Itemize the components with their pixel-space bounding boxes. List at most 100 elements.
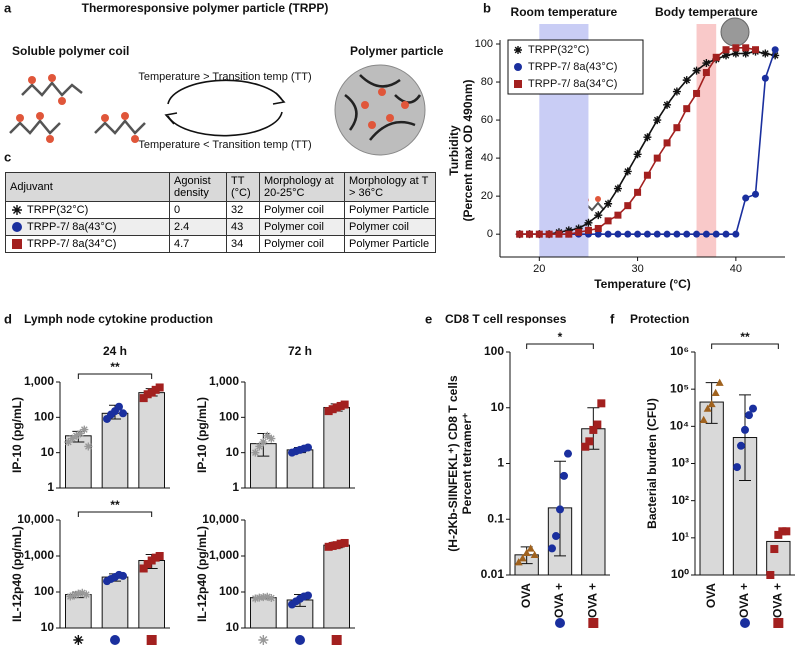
header-cell: Morphology at T > 36°C bbox=[344, 172, 436, 202]
table-cell: Polymer Particle bbox=[344, 200, 436, 220]
data-point bbox=[711, 388, 720, 396]
data-point bbox=[525, 230, 533, 238]
legend-box bbox=[507, 39, 644, 95]
significance-label: ** bbox=[110, 360, 120, 374]
table-cell: Polymer Particle bbox=[344, 235, 436, 254]
y-tick-label: 0 bbox=[487, 228, 493, 240]
header-cell: Agonist density bbox=[169, 172, 227, 202]
row-icon bbox=[12, 239, 22, 250]
row-icon bbox=[12, 222, 22, 233]
data-point bbox=[84, 442, 93, 451]
data-point bbox=[251, 594, 260, 603]
cell-text: TRPP-7/ 8a(43°C) bbox=[27, 221, 117, 234]
y-tick-label: 100 bbox=[484, 344, 504, 358]
data-point bbox=[589, 425, 598, 434]
data-point bbox=[672, 87, 681, 96]
data-point bbox=[614, 211, 622, 219]
legend-marker bbox=[514, 46, 522, 54]
data-point bbox=[712, 53, 720, 61]
adjuvant-table: Adjuvant Agonist density TT (°C) Morphology… bbox=[5, 172, 436, 254]
row-icon-shape bbox=[12, 239, 22, 250]
data-point bbox=[255, 593, 264, 602]
legend-label: TRPP(32°C) bbox=[528, 44, 589, 56]
data-point bbox=[682, 76, 691, 85]
table-cell: Polymer coil bbox=[259, 200, 345, 220]
y-tick-label: 10,000 bbox=[202, 512, 239, 526]
data-point bbox=[545, 230, 553, 238]
y-axis-label: Turbidity bbox=[447, 125, 461, 176]
data-point bbox=[155, 383, 164, 392]
y-tick-label: 10 bbox=[41, 445, 55, 459]
data-point bbox=[255, 442, 264, 451]
table-cell: 0 bbox=[169, 200, 227, 220]
data-point bbox=[683, 230, 691, 238]
significance-bracket bbox=[77, 511, 153, 517]
category-marker bbox=[73, 635, 84, 645]
data-point bbox=[518, 554, 527, 562]
data-point bbox=[653, 116, 662, 125]
category-marker bbox=[331, 635, 342, 645]
legend-label: TRPP-7/ 8a(34°C) bbox=[528, 78, 617, 90]
data-point bbox=[731, 49, 740, 58]
y-tick-label: 10 bbox=[41, 620, 55, 634]
data-point bbox=[663, 100, 672, 109]
data-point bbox=[604, 199, 613, 208]
panel-title: Protection bbox=[630, 312, 689, 326]
y-tick-label: 0.01 bbox=[481, 567, 505, 581]
row-icon-shape bbox=[12, 205, 22, 216]
x-tick-label: 30 bbox=[631, 263, 643, 275]
significance-label: * bbox=[558, 330, 563, 344]
data-point bbox=[64, 438, 73, 447]
category-marker bbox=[295, 635, 305, 645]
right-caption: Polymer particle bbox=[350, 44, 444, 58]
data-point bbox=[594, 230, 602, 238]
data-point bbox=[749, 404, 757, 413]
data-point bbox=[593, 420, 602, 429]
backward-caption: Temperature < Transition temp (TT) bbox=[138, 139, 311, 151]
legend-marker bbox=[514, 63, 522, 71]
error-bar bbox=[739, 394, 751, 481]
category-marker bbox=[258, 635, 269, 645]
category-label: OVA bbox=[519, 583, 533, 608]
data-point bbox=[745, 411, 753, 420]
data-point bbox=[575, 228, 583, 236]
header-cell: Adjuvant bbox=[5, 172, 170, 202]
data-point bbox=[761, 74, 769, 82]
bar bbox=[101, 412, 129, 489]
bar bbox=[65, 594, 92, 629]
y-tick-label: 10,000 bbox=[17, 512, 54, 526]
data-point bbox=[584, 218, 593, 227]
data-point bbox=[722, 230, 730, 238]
data-point bbox=[702, 59, 711, 68]
data-point bbox=[263, 431, 272, 440]
data-point bbox=[263, 592, 272, 601]
header-cell: Morphology at 20-25°C bbox=[259, 172, 345, 202]
significance-label: ** bbox=[740, 330, 750, 344]
y-axis-label: IL-12p40 (pg/mL) bbox=[10, 526, 24, 622]
y-tick-label: 1 bbox=[232, 480, 239, 494]
data-point bbox=[771, 51, 780, 60]
table-cell: TRPP-7/ 8a(34°C) bbox=[5, 235, 170, 254]
data-point bbox=[581, 442, 590, 451]
data-point bbox=[340, 400, 349, 409]
column-title: 24 h bbox=[103, 344, 127, 358]
data-point bbox=[633, 150, 642, 159]
bar bbox=[138, 392, 165, 489]
data-point bbox=[707, 399, 716, 408]
data-point bbox=[72, 431, 81, 440]
y-axis-label: IP-10 (pg/mL) bbox=[195, 397, 209, 473]
y-tick-label: 10¹ bbox=[672, 530, 689, 544]
bar bbox=[323, 406, 351, 489]
panel-title: CD8 T cell responses bbox=[445, 312, 567, 326]
x-tick-label: 40 bbox=[730, 263, 742, 275]
y-tick-label: 100 bbox=[34, 584, 54, 598]
data-point bbox=[653, 230, 661, 238]
data-point bbox=[267, 434, 276, 443]
data-point bbox=[737, 441, 745, 450]
table-cell: TRPP-7/ 8a(43°C) bbox=[5, 218, 170, 237]
data-point bbox=[259, 593, 268, 602]
y-tick-label: 1,000 bbox=[209, 374, 239, 388]
data-point bbox=[663, 230, 671, 238]
data-point bbox=[564, 449, 572, 458]
row-icon bbox=[12, 205, 22, 216]
